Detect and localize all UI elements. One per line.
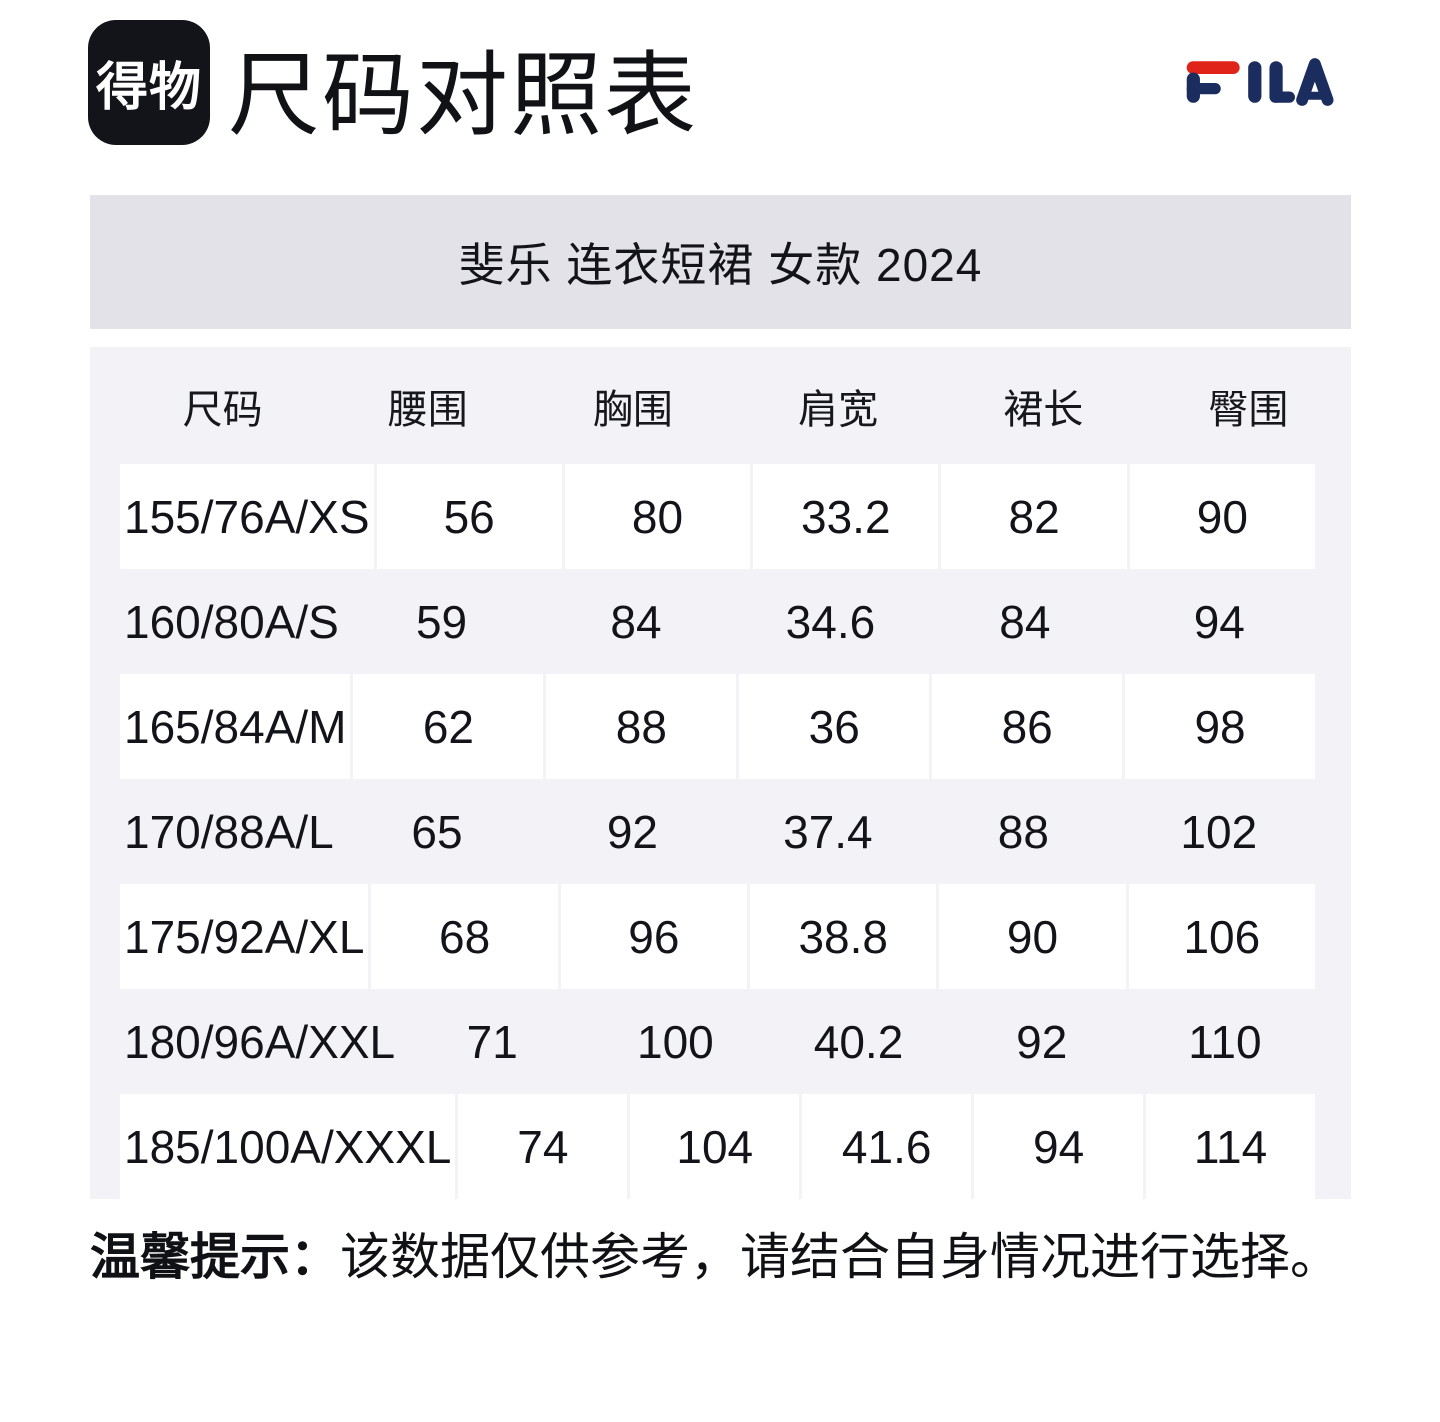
size-cell: 165/84A/M bbox=[120, 674, 351, 779]
fila-f-red-bar bbox=[1186, 61, 1240, 74]
value-cell: 40.2 bbox=[813, 1015, 904, 1068]
size-cell: 155/76A/XS bbox=[120, 464, 374, 569]
value-cell: 114 bbox=[1146, 1094, 1315, 1199]
page-title: 尺码对照表 bbox=[228, 45, 699, 147]
dewu-logo: 得物 bbox=[88, 20, 210, 145]
value-cell: 65 bbox=[411, 805, 463, 858]
fila-i bbox=[1248, 61, 1262, 103]
header-cell-size: 尺码 bbox=[182, 387, 263, 432]
size-table: 尺码 腰围 胸围 肩宽 裙长 臀围 155/76A/XS 56 80 33.2 … bbox=[90, 347, 1351, 1199]
table-row: 170/88A/L 65 92 37.4 88 102 bbox=[90, 779, 1351, 884]
fila-f-mid-arm bbox=[1186, 82, 1221, 95]
size-cell: 175/92A/XL bbox=[120, 884, 369, 989]
value-cell: 33.2 bbox=[753, 464, 939, 569]
value-cell: 104 bbox=[630, 1094, 800, 1199]
value-cell: 92 bbox=[606, 805, 659, 858]
value-cell: 56 bbox=[376, 464, 562, 569]
fila-l-foot bbox=[1269, 91, 1295, 103]
size-cell: 185/100A/XXXL bbox=[120, 1094, 456, 1199]
product-banner: 斐乐 连衣短裙 女款 2024 bbox=[90, 195, 1351, 329]
header-cell-waist: 腰围 bbox=[387, 387, 468, 432]
value-cell: 90 bbox=[1129, 464, 1316, 569]
footer-note: 温馨提示：该数据仅供参考，请结合自身情况进行选择。 bbox=[90, 1226, 1340, 1288]
table-row: 160/80A/S 59 84 34.6 84 94 bbox=[90, 569, 1351, 674]
value-cell: 90 bbox=[939, 884, 1126, 989]
value-cell: 38.8 bbox=[750, 884, 937, 989]
value-cell: 92 bbox=[1016, 1015, 1068, 1068]
value-cell: 74 bbox=[458, 1094, 628, 1199]
value-cell: 82 bbox=[941, 464, 1127, 569]
header-cell-skirt-length: 裙长 bbox=[1003, 387, 1084, 432]
value-cell: 100 bbox=[636, 1015, 714, 1068]
value-cell: 59 bbox=[415, 595, 468, 648]
size-cell: 180/96A/XXL bbox=[124, 1015, 396, 1068]
product-banner-title: 斐乐 连衣短裙 女款 2024 bbox=[458, 239, 983, 291]
value-cell: 110 bbox=[1188, 1015, 1262, 1068]
footer-note-text: 该数据仅供参考，请结合自身情况进行选择。 bbox=[340, 1229, 1340, 1285]
header-cell-shoulder: 肩宽 bbox=[798, 387, 879, 432]
value-cell: 94 bbox=[1193, 595, 1245, 648]
value-cell: 94 bbox=[974, 1094, 1144, 1199]
value-cell: 80 bbox=[564, 464, 751, 569]
value-cell: 96 bbox=[560, 884, 748, 989]
table-header-row: 尺码 腰围 胸围 肩宽 裙长 臀围 bbox=[90, 347, 1351, 464]
value-cell: 36 bbox=[739, 674, 930, 779]
value-cell: 106 bbox=[1128, 884, 1315, 989]
value-cell: 41.6 bbox=[802, 1094, 972, 1199]
fila-logo bbox=[1186, 58, 1334, 106]
value-cell: 34.6 bbox=[785, 595, 876, 648]
value-cell: 71 bbox=[466, 1015, 518, 1068]
table-row: 155/76A/XS 56 80 33.2 82 90 bbox=[90, 464, 1351, 569]
value-cell: 62 bbox=[353, 674, 544, 779]
table-row: 180/96A/XXL 71 100 40.2 92 110 bbox=[90, 989, 1351, 1094]
header-cell-hip: 臀围 bbox=[1208, 387, 1289, 432]
value-cell: 86 bbox=[932, 674, 1123, 779]
size-cell: 170/88A/L bbox=[124, 805, 334, 858]
value-cell: 37.4 bbox=[783, 805, 873, 858]
table-row: 175/92A/XL 68 96 38.8 90 106 bbox=[90, 884, 1351, 989]
footer-note-label: 温馨提示： bbox=[90, 1229, 340, 1285]
fila-a bbox=[1296, 58, 1334, 106]
value-cell: 102 bbox=[1180, 805, 1258, 858]
table-row: 185/100A/XXXL 74 104 41.6 94 114 bbox=[90, 1094, 1351, 1199]
value-cell: 84 bbox=[610, 595, 662, 648]
value-cell: 88 bbox=[546, 674, 737, 779]
table-row: 165/84A/M 62 88 36 86 98 bbox=[90, 674, 1351, 779]
value-cell: 98 bbox=[1125, 674, 1316, 779]
value-cell: 88 bbox=[997, 805, 1049, 858]
value-cell: 84 bbox=[999, 595, 1051, 648]
value-cell: 68 bbox=[371, 884, 558, 989]
dewu-logo-text: 得物 bbox=[95, 59, 202, 117]
header-cell-bust: 胸围 bbox=[592, 387, 673, 432]
size-cell: 160/80A/S bbox=[124, 595, 339, 648]
